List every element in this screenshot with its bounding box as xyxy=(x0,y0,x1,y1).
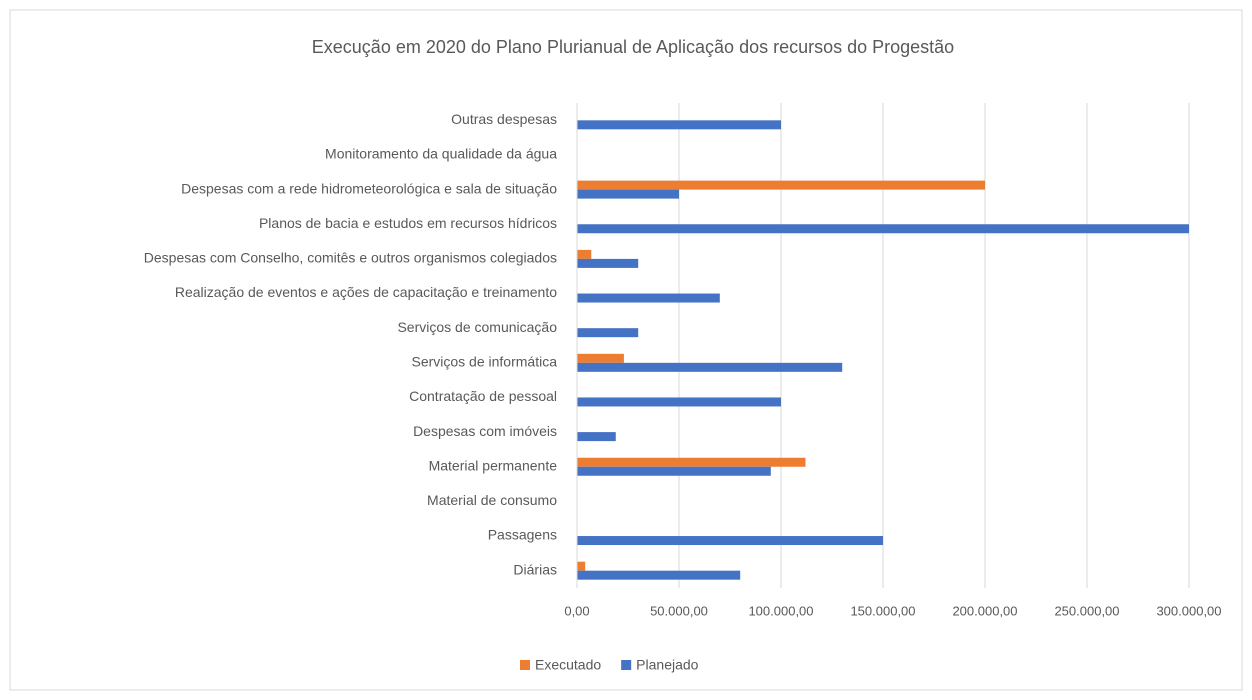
x-tick-label: 300.000,00 xyxy=(1156,603,1221,618)
bar xyxy=(577,362,843,372)
x-tick-label: 50.000,00 xyxy=(650,603,708,618)
bar xyxy=(577,189,679,199)
bar xyxy=(577,466,771,476)
bar xyxy=(577,258,639,268)
bar xyxy=(577,180,985,190)
y-tick-label: Material permanente xyxy=(429,457,558,473)
bar xyxy=(577,249,592,259)
y-tick-label: Passagens xyxy=(488,527,557,543)
y-tick-label: Despesas com imóveis xyxy=(413,423,557,439)
bar xyxy=(577,432,616,442)
x-tick-label: 0,00 xyxy=(564,603,589,618)
bar xyxy=(577,561,586,571)
bar xyxy=(577,293,720,303)
y-tick-label: Contratação de pessoal xyxy=(409,388,557,404)
bar xyxy=(577,328,639,338)
y-tick-label: Serviços de comunicação xyxy=(397,319,557,335)
y-tick-label: Despesas com Conselho, comitês e outros … xyxy=(144,250,557,266)
bar xyxy=(577,570,741,580)
legend-swatch xyxy=(621,660,632,670)
chart-border xyxy=(9,9,1243,691)
x-tick-label: 150.000,00 xyxy=(850,603,915,618)
x-tick-label: 250.000,00 xyxy=(1054,603,1119,618)
bar xyxy=(577,536,883,546)
y-tick-label: Outras despesas xyxy=(451,111,557,127)
y-tick-label: Realização de eventos e ações de capacit… xyxy=(175,284,557,300)
y-tick-label: Diárias xyxy=(513,561,557,577)
y-tick-label: Planos de bacia e estudos em recursos hí… xyxy=(259,215,557,231)
legend-swatch xyxy=(520,660,530,670)
y-tick-label: Monitoramento da qualidade da água xyxy=(325,146,557,162)
bar xyxy=(577,120,781,130)
y-tick-label: Material de consumo xyxy=(427,492,557,508)
bar xyxy=(577,353,624,363)
x-tick-label: 200.000,00 xyxy=(952,603,1017,618)
chart-title: Execução em 2020 do Plano Plurianual de … xyxy=(312,37,954,57)
y-tick-label: Serviços de informática xyxy=(411,354,557,370)
y-tick-label: Despesas com a rede hidrometeorológica e… xyxy=(181,180,557,196)
x-tick-label: 100.000,00 xyxy=(748,603,813,618)
bar xyxy=(577,397,781,407)
bar xyxy=(577,224,1189,234)
bar xyxy=(577,457,806,467)
legend-label: Executado xyxy=(535,657,601,673)
legend-label: Planejado xyxy=(636,657,698,673)
